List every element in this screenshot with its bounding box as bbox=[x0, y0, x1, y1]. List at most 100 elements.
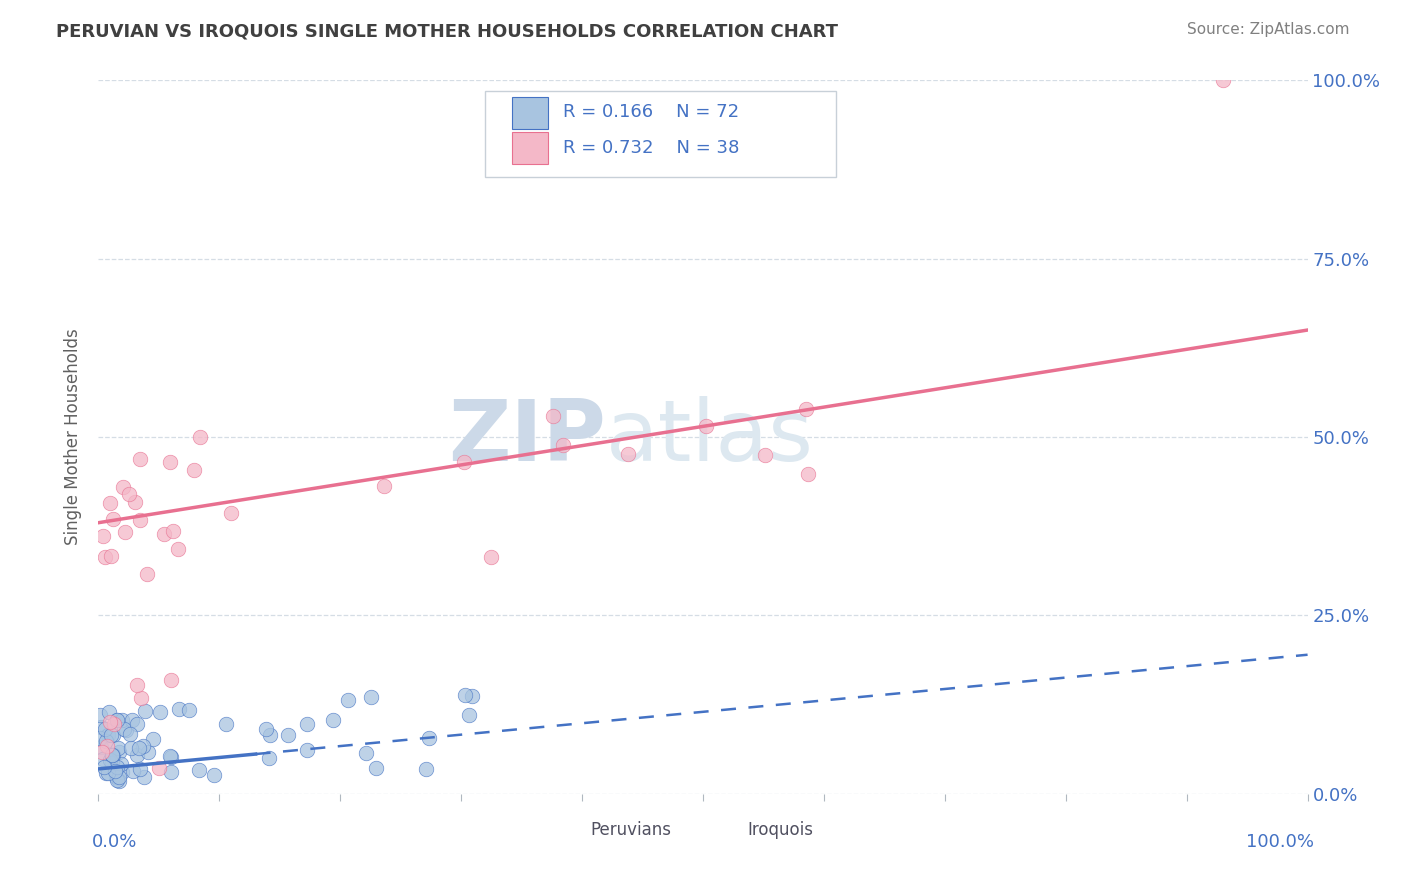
Point bbox=[479, 550, 502, 565]
Point bbox=[96, 733, 118, 747]
Point bbox=[100, 747, 122, 762]
Point bbox=[121, 713, 143, 727]
Point bbox=[142, 731, 165, 746]
Point bbox=[202, 768, 225, 782]
Point bbox=[98, 496, 121, 510]
Point bbox=[295, 743, 318, 757]
Point bbox=[96, 739, 118, 753]
Point bbox=[136, 566, 159, 581]
Point bbox=[295, 716, 318, 731]
Point bbox=[94, 722, 117, 736]
Point bbox=[148, 761, 170, 775]
Text: Source: ZipAtlas.com: Source: ZipAtlas.com bbox=[1187, 22, 1350, 37]
Point bbox=[215, 716, 238, 731]
Point bbox=[103, 717, 125, 731]
Point bbox=[103, 764, 125, 779]
Point bbox=[114, 525, 136, 540]
Point bbox=[257, 751, 280, 765]
FancyBboxPatch shape bbox=[512, 96, 548, 128]
Point bbox=[101, 748, 124, 763]
Point bbox=[97, 766, 120, 780]
Text: Iroquois: Iroquois bbox=[748, 821, 814, 838]
Point bbox=[131, 739, 153, 753]
Point bbox=[454, 688, 477, 702]
Point bbox=[118, 487, 141, 501]
Point bbox=[337, 693, 360, 707]
Point bbox=[794, 402, 817, 417]
Point bbox=[94, 550, 117, 565]
Point bbox=[457, 708, 479, 723]
Point bbox=[259, 728, 281, 742]
Point bbox=[104, 770, 127, 784]
Point bbox=[98, 753, 121, 767]
Point bbox=[187, 763, 209, 777]
Point bbox=[120, 727, 142, 741]
Point bbox=[90, 739, 112, 754]
Point bbox=[160, 765, 183, 780]
Point bbox=[183, 463, 205, 477]
Point bbox=[553, 438, 575, 452]
Point bbox=[100, 714, 122, 729]
Point bbox=[91, 752, 114, 766]
Text: PERUVIAN VS IROQUOIS SINGLE MOTHER HOUSEHOLDS CORRELATION CHART: PERUVIAN VS IROQUOIS SINGLE MOTHER HOUSE… bbox=[56, 22, 838, 40]
Point bbox=[101, 747, 124, 762]
Point bbox=[108, 773, 131, 788]
Point bbox=[366, 761, 388, 775]
FancyBboxPatch shape bbox=[485, 91, 837, 177]
Point bbox=[541, 409, 564, 423]
Point bbox=[177, 703, 200, 717]
Point bbox=[360, 690, 382, 704]
Point bbox=[100, 549, 122, 563]
Y-axis label: Single Mother Households: Single Mother Households bbox=[65, 329, 83, 545]
Text: R = 0.166    N = 72: R = 0.166 N = 72 bbox=[562, 103, 740, 121]
Point bbox=[111, 713, 134, 727]
Point bbox=[373, 478, 395, 492]
Point bbox=[160, 750, 183, 764]
Point bbox=[120, 741, 142, 756]
Point bbox=[111, 764, 134, 779]
Point bbox=[90, 720, 112, 734]
Point bbox=[89, 708, 111, 723]
FancyBboxPatch shape bbox=[551, 817, 578, 842]
Point bbox=[101, 728, 124, 742]
Point bbox=[277, 728, 299, 742]
Point bbox=[93, 760, 115, 774]
Point bbox=[105, 713, 128, 727]
Point bbox=[112, 480, 135, 494]
Point bbox=[94, 765, 117, 780]
Point bbox=[219, 506, 242, 520]
Point bbox=[453, 455, 475, 469]
Point bbox=[108, 770, 131, 784]
Text: 100.0%: 100.0% bbox=[1246, 833, 1313, 851]
Point bbox=[105, 760, 128, 774]
Point bbox=[125, 677, 148, 691]
Point bbox=[121, 764, 143, 779]
Point bbox=[91, 746, 114, 760]
Point bbox=[101, 756, 124, 770]
Point bbox=[356, 746, 378, 760]
Point bbox=[754, 448, 776, 462]
Point bbox=[254, 722, 277, 736]
Point bbox=[115, 723, 138, 737]
Point bbox=[100, 728, 122, 742]
Text: R = 0.732    N = 38: R = 0.732 N = 38 bbox=[562, 139, 740, 157]
Point bbox=[97, 705, 120, 719]
Point bbox=[136, 745, 159, 759]
Point bbox=[1212, 73, 1234, 87]
Text: 0.0%: 0.0% bbox=[93, 833, 138, 851]
Text: Peruvians: Peruvians bbox=[591, 821, 672, 838]
Point bbox=[415, 762, 437, 776]
Point bbox=[129, 513, 152, 527]
Point bbox=[695, 419, 717, 434]
Point bbox=[89, 731, 111, 746]
Point bbox=[110, 757, 132, 772]
Text: atlas: atlas bbox=[606, 395, 814, 479]
Point bbox=[134, 770, 156, 784]
Point bbox=[149, 705, 172, 719]
Point bbox=[128, 740, 150, 755]
FancyBboxPatch shape bbox=[512, 132, 548, 164]
Point bbox=[125, 717, 148, 731]
Point bbox=[91, 529, 114, 543]
Point bbox=[159, 673, 181, 687]
Point bbox=[169, 701, 191, 715]
